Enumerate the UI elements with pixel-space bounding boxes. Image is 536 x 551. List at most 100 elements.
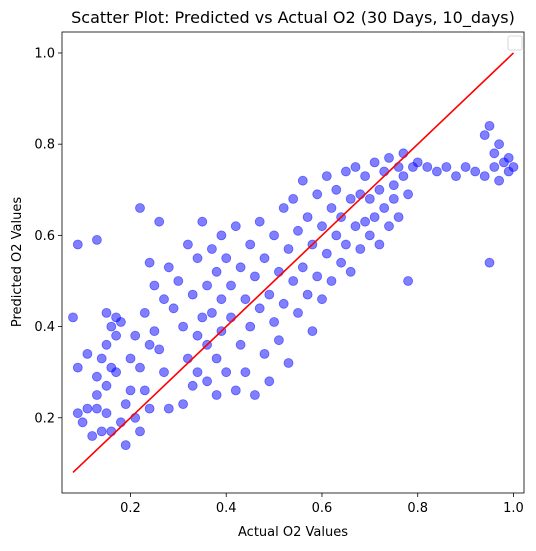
scatter-point <box>136 204 145 213</box>
scatter-point <box>313 190 322 199</box>
scatter-point <box>250 391 259 400</box>
scatter-point <box>294 226 303 235</box>
scatter-point <box>485 258 494 267</box>
scatter-point <box>145 404 154 413</box>
scatter-point <box>136 427 145 436</box>
scatter-point <box>318 222 327 231</box>
scatter-point <box>145 340 154 349</box>
scatter-point <box>346 194 355 203</box>
scatter-point <box>169 304 178 313</box>
scatter-point <box>193 254 202 263</box>
scatter-point <box>274 267 283 276</box>
scatter-point <box>246 322 255 331</box>
x-tick-label: 0.2 <box>120 501 141 516</box>
scatter-point <box>356 190 365 199</box>
scatter-point <box>198 217 207 226</box>
scatter-point <box>480 172 489 181</box>
scatter-point <box>341 240 350 249</box>
scatter-point <box>198 313 207 322</box>
scatter-point <box>375 185 384 194</box>
x-tick-label: 1.0 <box>503 501 524 516</box>
scatter-point <box>231 386 240 395</box>
scatter-point <box>212 267 221 276</box>
scatter-point <box>308 327 317 336</box>
scatter-point <box>92 235 101 244</box>
scatter-point <box>92 404 101 413</box>
y-tick-label: 0.4 <box>34 320 55 335</box>
x-axis-label: Actual O2 Values <box>238 525 348 540</box>
scatter-point <box>112 331 121 340</box>
scatter-point <box>112 368 121 377</box>
scatter-point <box>155 345 164 354</box>
scatter-point <box>480 131 489 140</box>
scatter-point <box>370 158 379 167</box>
scatter-point <box>279 299 288 308</box>
scatter-point <box>322 172 331 181</box>
scatter-point <box>92 391 101 400</box>
scatter-point <box>193 368 202 377</box>
scatter-point <box>255 304 264 313</box>
scatter-point <box>92 372 101 381</box>
scatter-point <box>212 391 221 400</box>
y-tick-label: 1.0 <box>34 46 55 61</box>
scatter-point <box>471 167 480 176</box>
scatter-point <box>255 217 264 226</box>
scatter-point <box>97 354 106 363</box>
scatter-point <box>160 368 169 377</box>
scatter-point <box>121 400 130 409</box>
scatter-point <box>236 340 245 349</box>
y-tick-label: 0.8 <box>34 138 55 153</box>
scatter-point <box>88 432 97 441</box>
scatter-point <box>313 272 322 281</box>
scatter-point <box>212 354 221 363</box>
scatter-point <box>164 404 173 413</box>
scatter-point <box>231 222 240 231</box>
scatter-point <box>389 194 398 203</box>
scatter-point <box>203 281 212 290</box>
scatter-point <box>116 418 125 427</box>
x-tick-label: 0.8 <box>407 501 428 516</box>
scatter-point <box>404 277 413 286</box>
scatter-point <box>399 149 408 158</box>
scatter-point <box>102 340 111 349</box>
y-tick-label: 0.2 <box>34 411 55 426</box>
chart-title: Scatter Plot: Predicted vs Actual O2 (30… <box>71 8 515 28</box>
scatter-point <box>365 194 374 203</box>
scatter-point <box>485 121 494 130</box>
y-ticks: 0.2 0.4 0.6 0.8 1.0 <box>34 46 62 426</box>
scatter-point <box>203 377 212 386</box>
scatter-point <box>389 181 398 190</box>
x-ticks: 0.2 0.4 0.6 0.8 1.0 <box>120 493 524 516</box>
scatter-point <box>452 172 461 181</box>
scatter-point <box>164 263 173 272</box>
scatter-point <box>246 240 255 249</box>
scatter-point <box>131 413 140 422</box>
scatter-point <box>217 231 226 240</box>
scatter-point <box>270 318 279 327</box>
scatter-point <box>107 427 116 436</box>
scatter-point <box>207 245 216 254</box>
scatter-point <box>121 441 130 450</box>
scatter-point <box>140 386 149 395</box>
x-tick-label: 0.4 <box>216 501 237 516</box>
scatter-point <box>227 281 236 290</box>
scatter-point <box>332 231 341 240</box>
scatter-point <box>289 277 298 286</box>
scatter-point <box>236 263 245 272</box>
x-tick-label: 0.6 <box>312 501 333 516</box>
scatter-point <box>365 231 374 240</box>
scatter-point <box>260 349 269 358</box>
scatter-point <box>188 290 197 299</box>
scatter-point <box>490 149 499 158</box>
scatter-point <box>399 172 408 181</box>
scatter-point <box>332 185 341 194</box>
scatter-point <box>346 267 355 276</box>
scatter-point <box>289 194 298 203</box>
scatter-point <box>351 163 360 172</box>
scatter-point <box>126 354 135 363</box>
scatter-point <box>327 277 336 286</box>
scatter-point <box>284 245 293 254</box>
scatter-point <box>279 204 288 213</box>
